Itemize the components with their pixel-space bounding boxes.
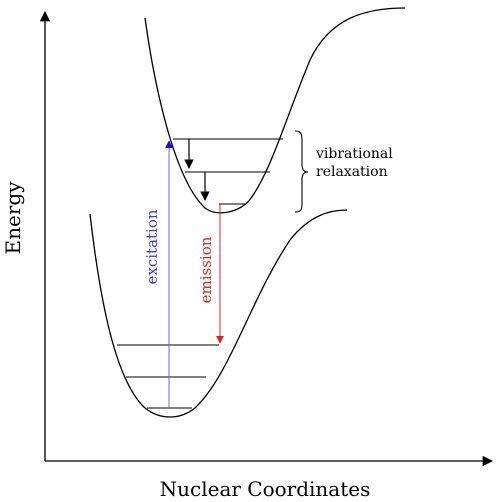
x-axis-label: Nuclear Coordinates: [160, 477, 371, 501]
excited-state-curve: [144, 7, 406, 214]
excitation-label: excitation: [143, 209, 161, 284]
relaxation-label-line2: relaxation: [316, 164, 388, 180]
y-axis-label: Energy: [1, 181, 25, 255]
ground-state-curve: [89, 209, 348, 418]
relaxation-brace: [294, 130, 309, 213]
relaxation-label-line1: vibrational: [315, 146, 393, 162]
emission-label: emission: [197, 236, 215, 303]
